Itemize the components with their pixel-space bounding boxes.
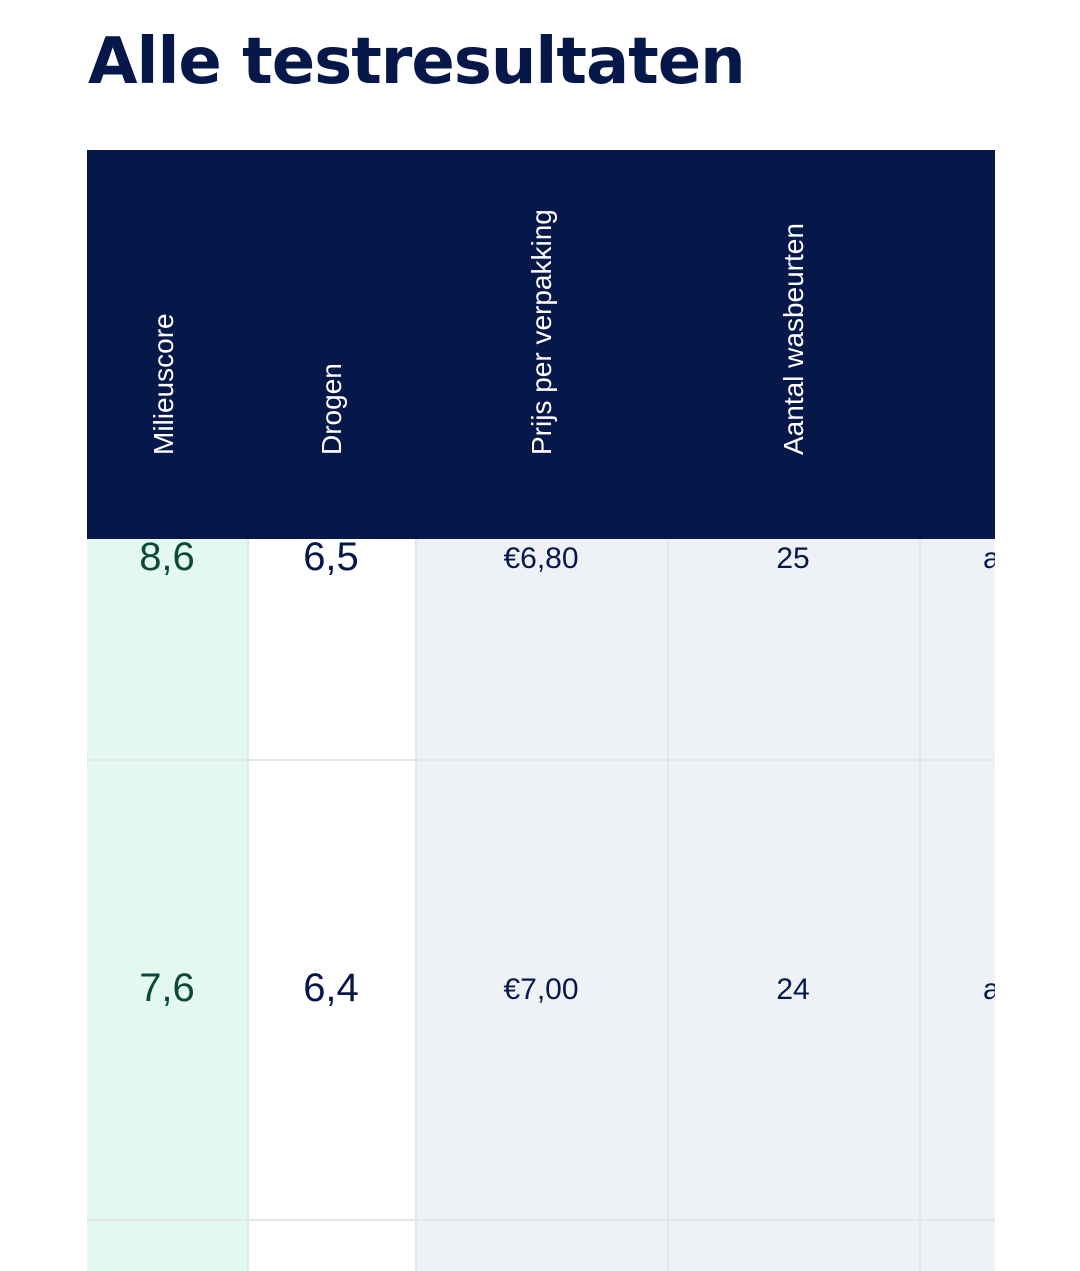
- results-table[interactable]: Milieuscore Drogen Prijs per verpakking …: [87, 150, 995, 1271]
- header-prijs[interactable]: Prijs per verpakking: [522, 187, 562, 487]
- table-cell-drogen: 6,4: [303, 966, 359, 1010]
- table-cell-extra: a: [983, 542, 995, 575]
- table-header: Milieuscore Drogen Prijs per verpakking …: [87, 150, 995, 539]
- table-cell-milieuscore: 8,6: [139, 535, 195, 579]
- table-cell-aantal: 24: [776, 973, 810, 1006]
- table-cell-drogen: 6,5: [303, 535, 359, 579]
- results-table-scroll-area[interactable]: Milieuscore Drogen Prijs per verpakking …: [87, 150, 995, 1271]
- row-divider: [87, 1219, 995, 1221]
- table-cell-milieuscore: 7,6: [139, 966, 195, 1010]
- page-title: Alle testresultaten: [88, 25, 746, 99]
- table-cell-prijs: €7,00: [503, 973, 579, 1006]
- header-milieuscore[interactable]: Milieuscore: [144, 187, 184, 487]
- header-prijs-label: Prijs per verpakking: [526, 209, 557, 455]
- table-cell-aantal: 25: [776, 542, 810, 575]
- header-drogen[interactable]: Drogen: [312, 187, 352, 487]
- header-aantal[interactable]: Aantal wasbeurten: [774, 187, 814, 487]
- header-aantal-label: Aantal wasbeurten: [778, 223, 809, 455]
- header-drogen-label: Drogen: [316, 363, 347, 455]
- row-divider: [87, 759, 995, 761]
- table-cell-prijs: €6,80: [503, 542, 579, 575]
- header-milieuscore-label: Milieuscore: [148, 313, 179, 455]
- table-cell-extra: a: [983, 973, 995, 1006]
